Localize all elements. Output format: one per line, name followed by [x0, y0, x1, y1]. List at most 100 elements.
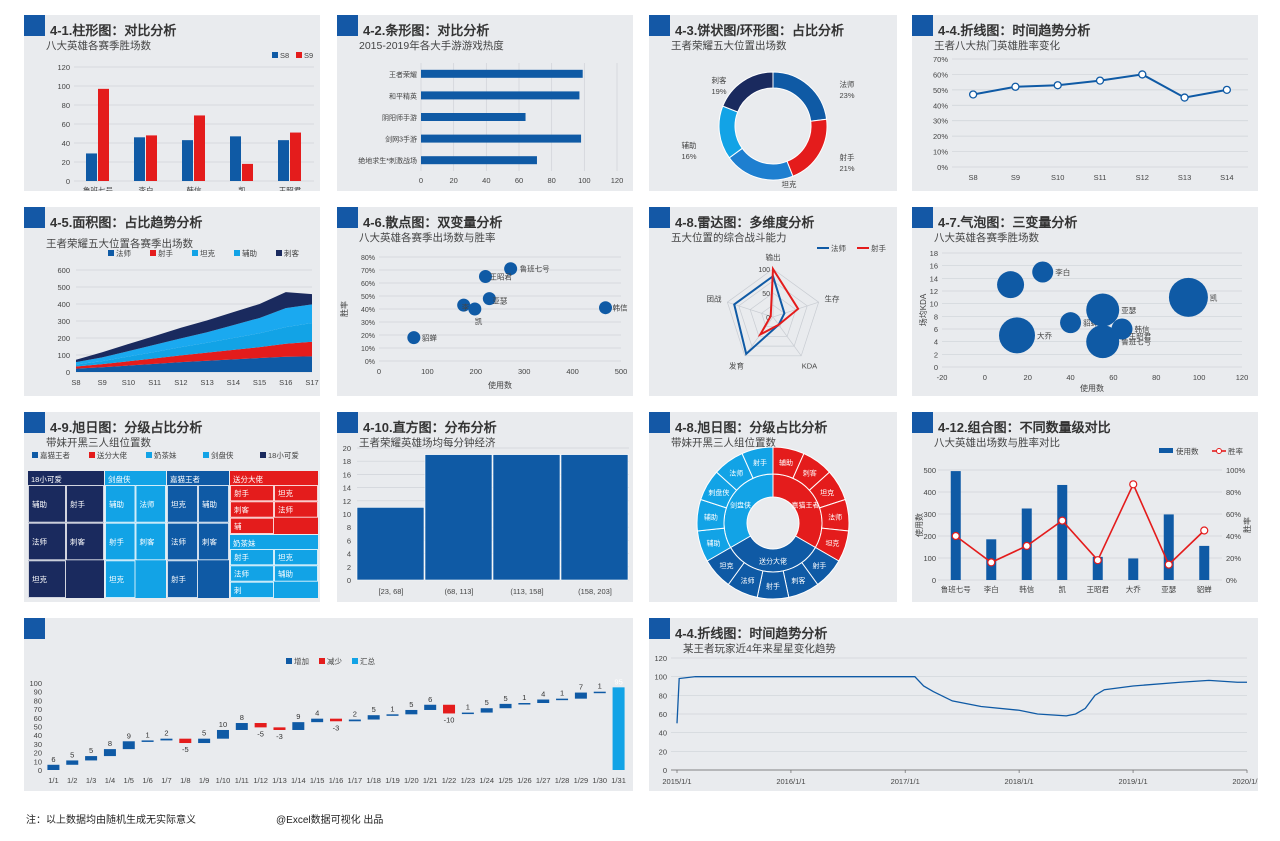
waterfall-chart: 010203040506070809010061/151/251/381/491… — [29, 656, 625, 785]
slice-label: 辅助 — [682, 140, 697, 150]
bar — [146, 135, 157, 181]
radar-tick-label: 0 — [766, 315, 770, 322]
x-tick-label: S11 — [148, 378, 161, 387]
panel-radar-chart: 4-8.雷达图：多维度分析 五大位置的综合战斗能力 输出 生存 KDA 发育 团战 0 50… — [649, 207, 897, 396]
series-line — [676, 676, 1247, 724]
x-tick-label: (158, 203] — [578, 587, 612, 596]
waterfall-bar — [66, 760, 79, 765]
data-label: 6 — [51, 755, 55, 764]
bar — [1092, 556, 1103, 580]
waterfall-bar — [556, 698, 569, 701]
bar — [134, 137, 145, 181]
waterfall-bar — [518, 703, 531, 705]
x-tick-label: 300 — [518, 367, 531, 376]
pie-slice — [772, 71, 828, 122]
y-tick-label: 60 — [34, 714, 42, 723]
data-point — [478, 270, 492, 283]
panel-marker — [649, 412, 670, 433]
y-tick-label: 30 — [34, 740, 42, 749]
y-tick-label: 14 — [343, 484, 351, 493]
panel-title: 4-3.饼状图/环形图：占比分析 — [675, 23, 845, 38]
y2-tick-label: 40% — [1226, 532, 1241, 541]
panel-subtitle: 王者荣耀英雄场均每分钟经济 — [359, 437, 496, 449]
x-tick-label: 1/18 — [366, 776, 381, 785]
column-chart: 0 20 40 60 80 100 120 鲁班七号 李白 韩信 凯 王昭君 S8 S9 — [57, 51, 314, 191]
legend-swatch — [319, 658, 325, 664]
panel-title: 4-4.折线图：时间趋势分析 — [675, 626, 828, 641]
x-tick-label: 100 — [421, 367, 434, 376]
treemap-cell — [105, 522, 136, 561]
legend-label: 嘉猫王者 — [40, 450, 70, 460]
treemap-cell — [28, 560, 66, 598]
panel-subtitle: 王者荣耀五大位置出场数 — [671, 40, 787, 52]
x-tick-label: S15 — [253, 378, 266, 387]
panel-marker — [649, 618, 670, 639]
panel-title: 4-8.旭日图：分级占比分析 — [675, 420, 828, 435]
bubble — [999, 317, 1035, 354]
legend-swatch — [276, 250, 282, 256]
y-tick-label: 70% — [361, 268, 375, 275]
waterfall-bar — [461, 712, 474, 715]
data-label: 8 — [240, 713, 244, 722]
panel-treemap-chart: 4-9.旭日图：分级占比分析 带妹开黑三人组位置数 嘉猫王者 送分大佬 奶茶妹 剑盘侠… — [24, 412, 320, 602]
bar — [86, 153, 97, 181]
sunburst-outer-label: 辅助 — [707, 538, 721, 547]
radar-tick-label: 100 — [758, 267, 770, 274]
x-tick-label: 500 — [615, 367, 628, 376]
treemap-cell — [274, 565, 318, 582]
legend-swatch — [192, 250, 198, 256]
data-label: 2 — [353, 710, 357, 719]
bar — [1163, 514, 1174, 580]
panel-title: 4-4.折线图：时间趋势分析 — [938, 23, 1091, 38]
x-tick-label: 1/4 — [105, 776, 115, 785]
treemap-group-label: 18小可爱 — [31, 475, 62, 484]
legend-swatch — [108, 250, 114, 256]
data-label: 6 — [428, 695, 432, 704]
data-label: 1 — [598, 682, 602, 691]
waterfall-bar — [311, 718, 324, 723]
bar — [950, 471, 961, 580]
bubble-label: 凯 — [1210, 292, 1218, 302]
panel-scatter-chart: 4-6.散点图：双变量分析 八大英雄各赛季出场数与胜率 0% 10% 20% 30% 4… — [337, 207, 633, 396]
y-tick-label: 20% — [933, 132, 948, 141]
treemap-cell-label: 辅助 — [202, 499, 217, 509]
treemap-group — [28, 471, 104, 598]
bubble-label: 韩信 — [1135, 324, 1151, 334]
y-tick-label: 30% — [361, 320, 375, 327]
radar-grid — [738, 280, 808, 347]
sunburst-inner-label: 送分大佬 — [759, 557, 787, 566]
y-tick-label: 80 — [62, 101, 70, 110]
data-label: 5 — [485, 698, 489, 707]
x-tick-label: 1/28 — [555, 776, 570, 785]
radar-tick-label: 50 — [762, 291, 770, 298]
x-tick-label: 亚瑟 — [1161, 585, 1177, 594]
scatter-chart: 0% 10% 20% 30% 40% 50% 60% 70% 80% 0 100 200 300 400 5… — [339, 255, 628, 390]
bubble — [1032, 261, 1054, 283]
sunburst-outer-label: 辅助 — [779, 458, 793, 467]
treemap-cell — [274, 485, 318, 502]
waterfall-bar — [292, 722, 305, 730]
area-series — [76, 356, 312, 372]
data-point — [1022, 541, 1031, 550]
legend-swatch — [1159, 448, 1173, 453]
panel-waterfall-chart: 0 10 20 30 40 50 60 70 80 90 100 6 1/1 5 1/2 5 1/3 8 1/4 9 1… — [24, 618, 633, 791]
treemap-cell — [230, 581, 274, 598]
data-label: -5 — [257, 729, 264, 738]
treemap-cell — [105, 485, 136, 523]
x-tick-label: 1/1 — [48, 776, 58, 785]
x-tick-label: 0 — [983, 373, 987, 382]
x-axis-label: 使用数 — [1080, 383, 1104, 393]
panel-column-chart: 4-1.柱形图：对比分析 八大英雄各赛季胜场数 0 20 40 60 80 100 120 鲁… — [24, 15, 320, 191]
radar-grid — [726, 268, 820, 357]
sunburst-outer-label: 射手 — [753, 458, 767, 467]
y-tick-label: 阴阳师手游 — [382, 113, 417, 122]
waterfall-bar — [103, 749, 116, 757]
data-point — [1164, 560, 1173, 569]
x-tick-label: 80 — [1152, 373, 1160, 382]
sunburst-chart: 嘉猫王者送分大佬剑盘侠辅助刺客坦克法师坦克射手刺客射手法师坦克辅助辅助刺盘侠法师… — [696, 446, 850, 600]
panel-title: 4-5.面积图：占比趋势分析 — [50, 215, 203, 230]
data-point — [1053, 81, 1062, 90]
radar-axis-label: KDA — [802, 362, 817, 371]
